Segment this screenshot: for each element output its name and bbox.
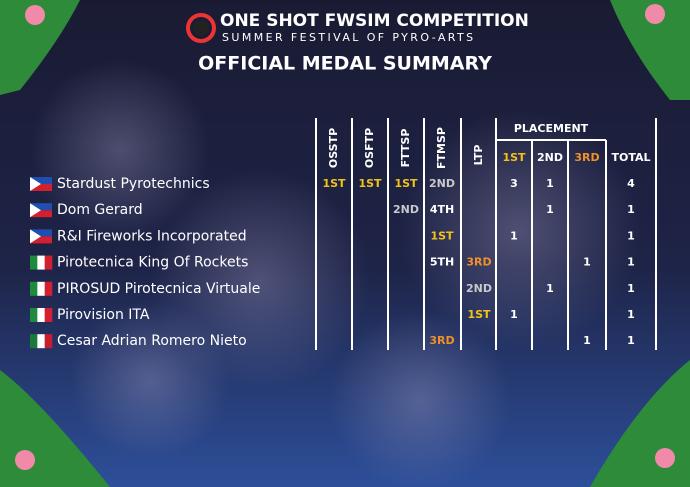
flag: [30, 229, 52, 244]
event-header: LTP: [472, 145, 485, 166]
flag-part: [44, 308, 53, 322]
subtitle: SUMMER FESTIVAL OF PYRO-ARTS: [222, 31, 476, 44]
flag-part: [30, 281, 38, 296]
title: ONE SHOT FWSIM COMPETITION: [220, 11, 529, 31]
total-count: 4: [627, 177, 635, 190]
total-count: 1: [627, 203, 635, 216]
flag: [30, 177, 52, 191]
flag: [30, 255, 53, 270]
event-result: 5TH: [430, 256, 454, 269]
total-count: 1: [627, 334, 635, 347]
event-header: OSSTP: [327, 128, 340, 168]
flag-part: [30, 334, 38, 349]
placement-count: 3: [510, 177, 518, 190]
event-result: 3RD: [466, 256, 491, 269]
flag-part: [30, 184, 52, 191]
placement-count: 1: [583, 256, 591, 269]
event-result: 2ND: [429, 177, 455, 190]
event-result: 2ND: [393, 203, 419, 216]
flag: [30, 203, 52, 218]
flag-part: [30, 229, 41, 244]
placement-column-header: 3RD: [574, 151, 599, 164]
total-count: 1: [627, 229, 635, 242]
flag-part: [30, 203, 52, 211]
flag-part: [30, 177, 41, 191]
placement-count: 1: [546, 282, 554, 295]
flag-part: [30, 177, 52, 184]
event-header: FTTSP: [399, 129, 412, 168]
event-result: 1ST: [430, 229, 454, 242]
flag-part: [37, 281, 45, 296]
placement-column-header: 1ST: [502, 151, 526, 164]
event-result: 2ND: [466, 282, 492, 295]
flag: [30, 308, 53, 322]
team-name: R&I Fireworks Incorporated: [57, 228, 247, 244]
event-header: FTMSP: [435, 127, 448, 169]
total-count: 1: [627, 308, 635, 321]
placement-count: 1: [510, 308, 518, 321]
flag-part: [37, 334, 45, 349]
total-count: 1: [627, 256, 635, 269]
placement-column-header: 2ND: [537, 151, 563, 164]
event-result: 4TH: [430, 203, 454, 216]
team-name: Stardust Pyrotechnics: [57, 176, 210, 192]
team-name: Cesar Adrian Romero Nieto: [57, 333, 247, 349]
flag-part: [30, 229, 52, 237]
flag-part: [30, 210, 52, 218]
flag-part: [44, 281, 53, 296]
event-result: 1ST: [394, 177, 418, 190]
event-result: 1ST: [467, 308, 491, 321]
total-header: TOTAL: [611, 151, 650, 164]
placement-count: 1: [546, 203, 554, 216]
event-result: 1ST: [358, 177, 382, 190]
heading: OFFICIAL MEDAL SUMMARY: [198, 53, 492, 75]
flag-part: [37, 308, 45, 322]
flag-part: [37, 255, 45, 270]
team-name: Pirovision ITA: [57, 307, 150, 323]
team-name: Pirotecnica King Of Rockets: [57, 255, 248, 271]
team-name: PIROSUD Pirotecnica Virtuale: [57, 281, 260, 297]
placement-header: PLACEMENT: [514, 122, 589, 135]
team-name: Dom Gerard: [57, 202, 143, 218]
logo: [186, 13, 216, 43]
placement-count: 1: [583, 334, 591, 347]
event-result: 1ST: [322, 177, 346, 190]
flag-part: [44, 255, 53, 270]
total-count: 1: [627, 282, 635, 295]
flag-part: [30, 236, 52, 244]
placement-count: 1: [546, 177, 554, 190]
flag-part: [44, 334, 53, 349]
flag-part: [30, 255, 38, 270]
placement-count: 1: [510, 229, 518, 242]
flag-part: [30, 308, 38, 322]
flag: [30, 334, 53, 349]
event-result: 3RD: [429, 334, 454, 347]
flag: [30, 281, 53, 296]
flag-part: [30, 203, 41, 218]
event-header: OSFTP: [363, 128, 376, 168]
